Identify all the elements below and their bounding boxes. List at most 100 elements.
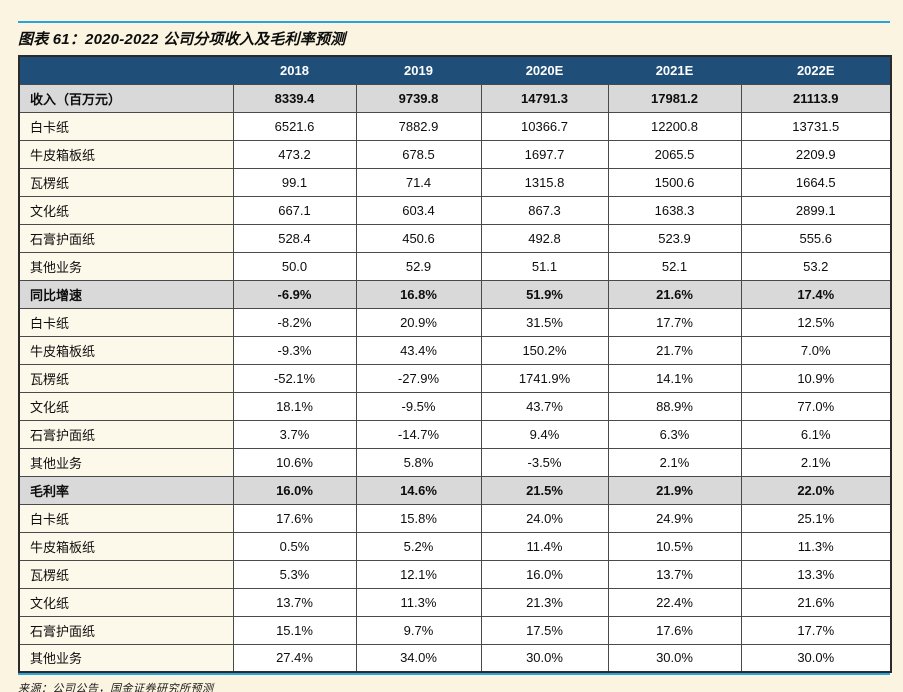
value-cell: 12.1% — [355, 559, 482, 589]
value-cell: -9.5% — [355, 391, 482, 421]
value-cell: 7882.9 — [355, 111, 482, 141]
row-label-cell: 毛利率 — [18, 475, 234, 505]
value-cell: 16.0% — [232, 475, 357, 505]
value-cell: 30.0% — [740, 643, 892, 673]
table-row: 牛皮箱板纸 0.5% 5.2% 11.4% 10.5% 11.3% — [18, 531, 892, 561]
value-cell: 18.1% — [232, 391, 357, 421]
value-cell: 17.7% — [607, 307, 742, 337]
value-cell: 2.1% — [740, 447, 892, 477]
table-row: 文化纸 18.1% -9.5% 43.7% 88.9% 77.0% — [18, 391, 892, 421]
table-row: 文化纸 13.7% 11.3% 21.3% 22.4% 21.6% — [18, 587, 892, 617]
value-cell: 27.4% — [232, 643, 357, 673]
value-cell: 17.5% — [480, 615, 609, 645]
value-cell: 2065.5 — [607, 139, 742, 169]
value-cell: 603.4 — [355, 195, 482, 225]
value-cell: 71.4 — [355, 167, 482, 197]
value-cell: 22.4% — [607, 587, 742, 617]
value-cell: 1638.3 — [607, 195, 742, 225]
value-cell: 0.5% — [232, 531, 357, 561]
value-cell: 10.5% — [607, 531, 742, 561]
year-column-header: 2022E — [740, 55, 892, 85]
value-cell: 10.6% — [232, 447, 357, 477]
value-cell: 14791.3 — [480, 83, 609, 113]
value-cell: 21.6% — [740, 587, 892, 617]
value-cell: 13.3% — [740, 559, 892, 589]
value-cell: 99.1 — [232, 167, 357, 197]
value-cell: 5.8% — [355, 447, 482, 477]
value-cell: 6.1% — [740, 419, 892, 449]
value-cell: 51.9% — [480, 279, 609, 309]
value-cell: 20.9% — [355, 307, 482, 337]
table-row: 其他业务 27.4% 34.0% 30.0% 30.0% 30.0% — [18, 643, 892, 673]
value-cell: 22.0% — [740, 475, 892, 505]
row-label-cell: 文化纸 — [18, 391, 234, 421]
table-row: 其他业务 10.6% 5.8% -3.5% 2.1% 2.1% — [18, 447, 892, 477]
value-cell: 30.0% — [480, 643, 609, 673]
value-cell: 17.7% — [740, 615, 892, 645]
value-cell: 667.1 — [232, 195, 357, 225]
row-label-column-header — [18, 55, 234, 85]
value-cell: 1697.7 — [480, 139, 609, 169]
row-label-cell: 白卡纸 — [18, 111, 234, 141]
value-cell: 1315.8 — [480, 167, 609, 197]
row-label-cell: 石膏护面纸 — [18, 419, 234, 449]
row-label-cell: 瓦楞纸 — [18, 167, 234, 197]
value-cell: 5.3% — [232, 559, 357, 589]
row-label-cell: 其他业务 — [18, 447, 234, 477]
table-row: 石膏护面纸 3.7% -14.7% 9.4% 6.3% 6.1% — [18, 419, 892, 449]
value-cell: 21.5% — [480, 475, 609, 505]
value-cell: 2899.1 — [740, 195, 892, 225]
table-row: 石膏护面纸 528.4 450.6 492.8 523.9 555.6 — [18, 223, 892, 253]
value-cell: 6.3% — [607, 419, 742, 449]
value-cell: 3.7% — [232, 419, 357, 449]
value-cell: 21.7% — [607, 335, 742, 365]
value-cell: 21.6% — [607, 279, 742, 309]
row-label-cell: 牛皮箱板纸 — [18, 139, 234, 169]
table-row: 文化纸 667.1 603.4 867.3 1638.3 2899.1 — [18, 195, 892, 225]
row-label-cell: 同比增速 — [18, 279, 234, 309]
row-label-cell: 收入（百万元） — [18, 83, 234, 113]
row-label-cell: 其他业务 — [18, 251, 234, 281]
value-cell: -52.1% — [232, 363, 357, 393]
value-cell: 6521.6 — [232, 111, 357, 141]
table-row: 白卡纸 6521.6 7882.9 10366.7 12200.8 13731.5 — [18, 111, 892, 141]
value-cell: 14.1% — [607, 363, 742, 393]
table-row: 牛皮箱板纸 473.2 678.5 1697.7 2065.5 2209.9 — [18, 139, 892, 169]
row-label-cell: 文化纸 — [18, 195, 234, 225]
value-cell: 52.1 — [607, 251, 742, 281]
table-row: 白卡纸 -8.2% 20.9% 31.5% 17.7% 12.5% — [18, 307, 892, 337]
year-column-header: 2019 — [355, 55, 482, 85]
row-label-cell: 文化纸 — [18, 587, 234, 617]
report-figure-page: 图表 61：2020-2022 公司分项收入及毛利率预测 2018 2019 202… — [0, 21, 903, 692]
value-cell: 523.9 — [607, 223, 742, 253]
value-cell: 24.0% — [480, 503, 609, 533]
value-cell: 15.1% — [232, 615, 357, 645]
value-cell: -8.2% — [232, 307, 357, 337]
value-cell: 11.4% — [480, 531, 609, 561]
row-label-cell: 瓦楞纸 — [18, 559, 234, 589]
value-cell: 14.6% — [355, 475, 482, 505]
value-cell: 50.0 — [232, 251, 357, 281]
value-cell: 1500.6 — [607, 167, 742, 197]
value-cell: 43.4% — [355, 335, 482, 365]
value-cell: -27.9% — [355, 363, 482, 393]
figure-title: 图表 61：2020-2022 公司分项收入及毛利率预测 — [18, 31, 346, 48]
value-cell: 51.1 — [480, 251, 609, 281]
value-cell: -9.3% — [232, 335, 357, 365]
value-cell: 10366.7 — [480, 111, 609, 141]
value-cell: 2.1% — [607, 447, 742, 477]
table-body: 收入（百万元） 8339.4 9739.8 14791.3 17981.2 21113.9… — [18, 83, 892, 673]
row-label-cell: 白卡纸 — [18, 307, 234, 337]
value-cell: 11.3% — [355, 587, 482, 617]
value-cell: 88.9% — [607, 391, 742, 421]
value-cell: 17.4% — [740, 279, 892, 309]
section-row: 收入（百万元） 8339.4 9739.8 14791.3 17981.2 21113.9 — [18, 83, 892, 113]
value-cell: 450.6 — [355, 223, 482, 253]
value-cell: 473.2 — [232, 139, 357, 169]
table-row: 其他业务 50.0 52.9 51.1 52.1 53.2 — [18, 251, 892, 281]
value-cell: 1741.9% — [480, 363, 609, 393]
row-label-cell: 瓦楞纸 — [18, 363, 234, 393]
value-cell: 13731.5 — [740, 111, 892, 141]
year-column-header: 2021E — [607, 55, 742, 85]
value-cell: 678.5 — [355, 139, 482, 169]
